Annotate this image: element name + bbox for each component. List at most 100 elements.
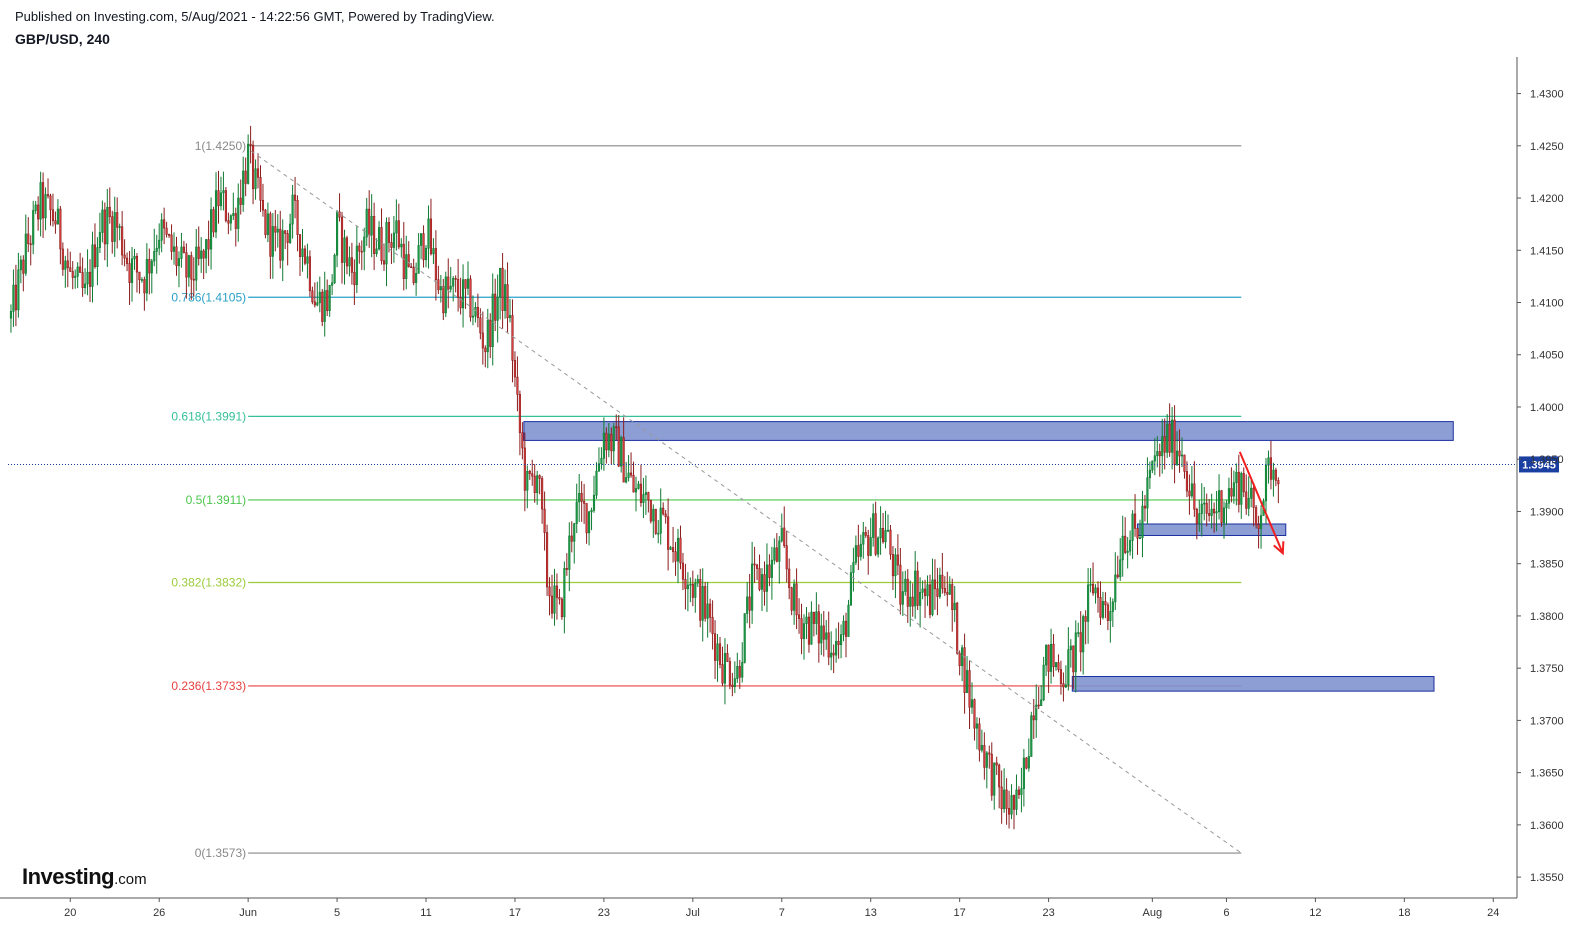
fib-level-label: 0(1.3573) [195, 846, 246, 860]
candle-body [1067, 649, 1070, 686]
candle-body [444, 276, 447, 314]
candle-body [891, 554, 895, 577]
candle-body [308, 256, 311, 292]
candle-body [523, 447, 526, 491]
candle-body [546, 532, 549, 588]
candle-body [1161, 436, 1164, 457]
candle-body [410, 266, 413, 268]
candle-body [862, 532, 865, 545]
candle-body [706, 603, 709, 619]
x-tick-label: 7 [779, 907, 785, 919]
candle-body [610, 433, 613, 452]
candle-body [775, 547, 778, 562]
candle-body [249, 143, 252, 146]
candle-body [1267, 457, 1270, 466]
candle-body [931, 579, 934, 615]
y-tick-label: 1.4100 [1530, 298, 1564, 310]
candle-body [370, 216, 373, 236]
candle-body [66, 260, 69, 269]
candle-body [138, 271, 141, 281]
candle-body [71, 271, 74, 278]
candle-body [990, 753, 993, 796]
candle-body [471, 315, 475, 318]
candle-body [963, 647, 966, 693]
candle-body [333, 254, 336, 284]
candle-body [886, 529, 890, 532]
candle-body [699, 579, 702, 621]
candle-body [869, 537, 872, 556]
candle-body [61, 248, 64, 270]
candle-body [857, 545, 860, 557]
candle-body [14, 284, 17, 311]
candle-body [1012, 795, 1016, 810]
candle-body [760, 574, 764, 590]
candle-body [345, 237, 349, 267]
candle-body [289, 223, 292, 243]
candle-body [743, 613, 746, 663]
candle-body [1094, 587, 1097, 594]
x-tick-label: 18 [1398, 907, 1410, 919]
candle-body [1032, 715, 1035, 721]
candle-body [452, 278, 455, 287]
candle-body [909, 596, 912, 607]
candle-body [168, 234, 171, 236]
candle-body [1247, 497, 1250, 509]
candle-body [713, 633, 717, 661]
candle-body [842, 620, 845, 635]
candle-body [1074, 632, 1077, 673]
candle-body [657, 532, 660, 535]
candle-body [420, 233, 423, 246]
candle-body [1245, 491, 1248, 509]
candle-body [1131, 513, 1134, 541]
candle-body [773, 547, 776, 561]
candle-body [1089, 583, 1092, 586]
candle-body [321, 291, 324, 322]
candle-body [723, 653, 727, 684]
y-tick-label: 1.3550 [1530, 872, 1564, 884]
candle-body [281, 230, 284, 261]
candle-body [541, 478, 544, 510]
candle-body [953, 602, 956, 610]
candle-body [521, 432, 524, 449]
candle-body [637, 483, 640, 489]
candle-body [965, 670, 969, 693]
candle-body [32, 210, 35, 245]
candle-body [1188, 490, 1191, 497]
candle-body [701, 586, 704, 621]
candle-body [620, 437, 623, 467]
last-price-badge [1519, 456, 1559, 473]
candle-body [583, 501, 586, 504]
candle-body [494, 293, 497, 321]
fib-trendline [250, 150, 1242, 854]
candle-body [269, 213, 272, 257]
candle-body [1222, 507, 1226, 524]
candle-body [844, 620, 848, 637]
candle-body [884, 530, 887, 543]
candle-body [160, 219, 163, 241]
candle-body [205, 239, 208, 259]
candle-body [1215, 511, 1218, 514]
candle-body [1225, 502, 1228, 509]
candle-body [533, 475, 536, 493]
candle-body [778, 540, 781, 562]
candle-body [726, 653, 729, 662]
candle-body [415, 273, 418, 283]
y-tick-label: 1.4050 [1530, 350, 1564, 362]
candle-body [1168, 423, 1171, 453]
candle-body [303, 248, 307, 264]
candle-body [1190, 483, 1193, 497]
candle-body [854, 545, 857, 563]
candle-body [311, 290, 314, 303]
candle-body [615, 426, 618, 429]
candle-body [753, 563, 756, 566]
candle-body [459, 297, 462, 309]
resistance-support-zone [1071, 676, 1435, 692]
resistance-support-zone [523, 421, 1454, 441]
candle-body [375, 248, 378, 254]
candle-body [402, 243, 405, 279]
candle-body [1198, 513, 1201, 524]
candle-body [12, 284, 15, 312]
candle-body [1057, 662, 1060, 670]
candle-body [536, 475, 539, 493]
